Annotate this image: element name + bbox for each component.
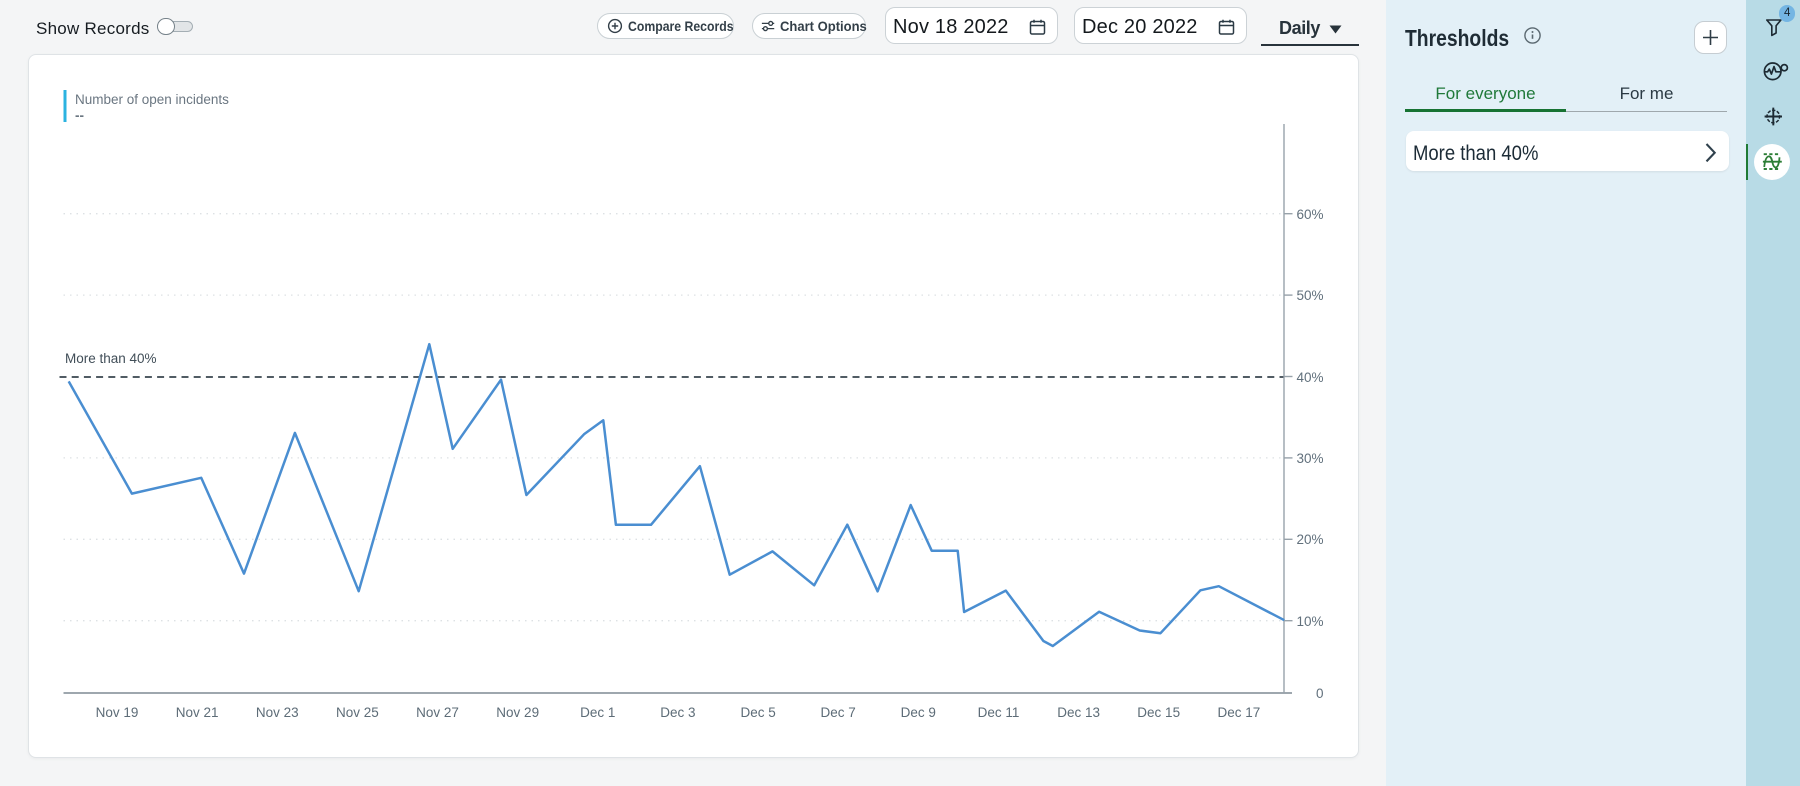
- svg-text:--: --: [75, 108, 84, 123]
- svg-text:10%: 10%: [1296, 614, 1323, 629]
- svg-text:50%: 50%: [1296, 288, 1323, 303]
- svg-text:Dec 11: Dec 11: [978, 705, 1020, 720]
- svg-text:Nov 19: Nov 19: [96, 705, 139, 720]
- svg-text:Nov 23: Nov 23: [256, 705, 299, 720]
- svg-text:Nov 27: Nov 27: [416, 705, 459, 720]
- svg-text:Nov 25: Nov 25: [336, 705, 379, 720]
- svg-text:30%: 30%: [1296, 451, 1323, 466]
- svg-text:40%: 40%: [1296, 370, 1323, 385]
- svg-text:Dec 1: Dec 1: [580, 705, 615, 720]
- svg-text:Dec 17: Dec 17: [1218, 705, 1261, 720]
- svg-text:20%: 20%: [1296, 532, 1323, 547]
- svg-text:Number of open incidents: Number of open incidents: [75, 92, 229, 107]
- svg-text:Nov 29: Nov 29: [496, 705, 539, 720]
- svg-text:0: 0: [1316, 686, 1324, 701]
- svg-text:Dec 3: Dec 3: [660, 705, 695, 720]
- svg-text:Dec 13: Dec 13: [1057, 705, 1100, 720]
- svg-text:Dec 5: Dec 5: [740, 705, 775, 720]
- svg-text:Dec 15: Dec 15: [1137, 705, 1180, 720]
- svg-text:60%: 60%: [1296, 207, 1323, 222]
- svg-text:Dec 9: Dec 9: [901, 705, 936, 720]
- svg-text:Dec 7: Dec 7: [821, 705, 856, 720]
- svg-text:More than 40%: More than 40%: [65, 351, 157, 366]
- svg-text:Nov 21: Nov 21: [176, 705, 219, 720]
